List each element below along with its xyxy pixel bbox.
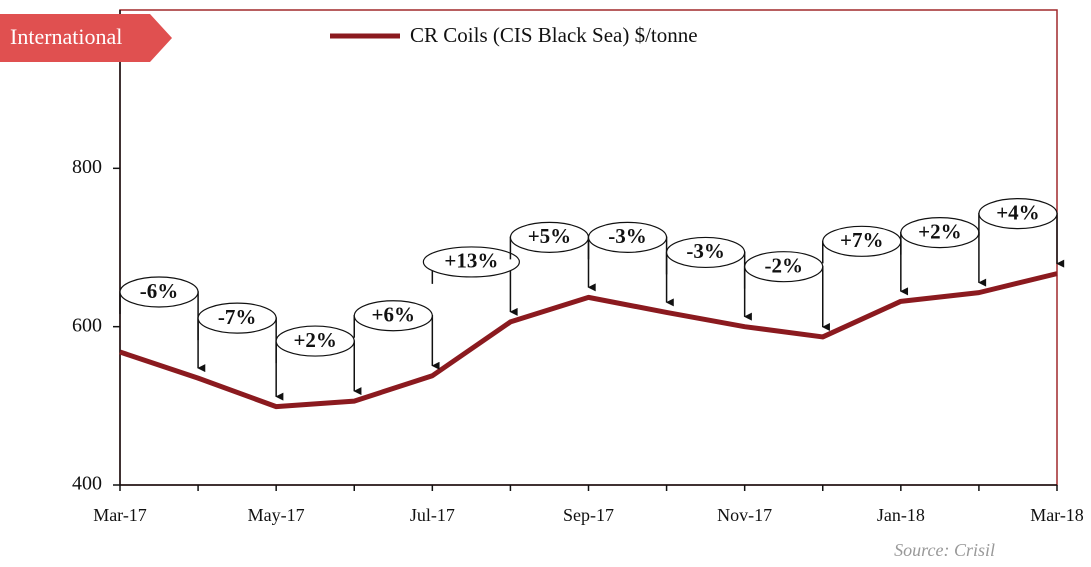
x-tick-label: May-17 bbox=[248, 505, 305, 525]
x-tick-label: Jul-17 bbox=[410, 505, 455, 525]
change-label: +13% bbox=[444, 249, 498, 273]
change-label: +5% bbox=[528, 224, 571, 248]
change-label: -6% bbox=[140, 279, 179, 303]
change-label: +2% bbox=[918, 219, 961, 243]
x-tick-label: Mar-17 bbox=[93, 505, 147, 525]
change-bubble bbox=[119, 276, 199, 308]
change-bubble bbox=[197, 302, 277, 334]
x-tick-label: Sep-17 bbox=[563, 505, 614, 525]
source-note: Source: Crisil bbox=[894, 540, 995, 560]
change-label: -7% bbox=[218, 305, 257, 329]
change-bubble bbox=[666, 236, 746, 269]
y-tick-label: 800 bbox=[72, 156, 102, 178]
change-label: -3% bbox=[686, 239, 725, 263]
change-label: +2% bbox=[293, 328, 336, 352]
change-label: +4% bbox=[996, 200, 1039, 224]
change-bubble bbox=[744, 251, 824, 283]
change-bubble bbox=[587, 221, 668, 253]
section-tag bbox=[0, 14, 172, 62]
data-line bbox=[119, 271, 1058, 410]
section-tag-label: International bbox=[10, 24, 122, 49]
change-bubble bbox=[275, 325, 355, 357]
change-label: +7% bbox=[840, 228, 883, 252]
change-bubble bbox=[353, 300, 433, 332]
change-label: -2% bbox=[764, 253, 803, 277]
change-bubble bbox=[422, 246, 520, 278]
x-tick-label: Mar-18 bbox=[1030, 505, 1084, 525]
x-tick-label: Nov-17 bbox=[717, 505, 772, 525]
y-tick-label: 400 bbox=[72, 473, 102, 495]
y-tick-label: 600 bbox=[72, 314, 102, 336]
change-label: -3% bbox=[608, 224, 647, 248]
legend-label: CR Coils (CIS Black Sea) $/tonne bbox=[410, 23, 698, 47]
change-bubble bbox=[978, 198, 1058, 230]
x-tick-label: Jan-18 bbox=[877, 505, 925, 525]
change-label: +6% bbox=[372, 303, 415, 327]
